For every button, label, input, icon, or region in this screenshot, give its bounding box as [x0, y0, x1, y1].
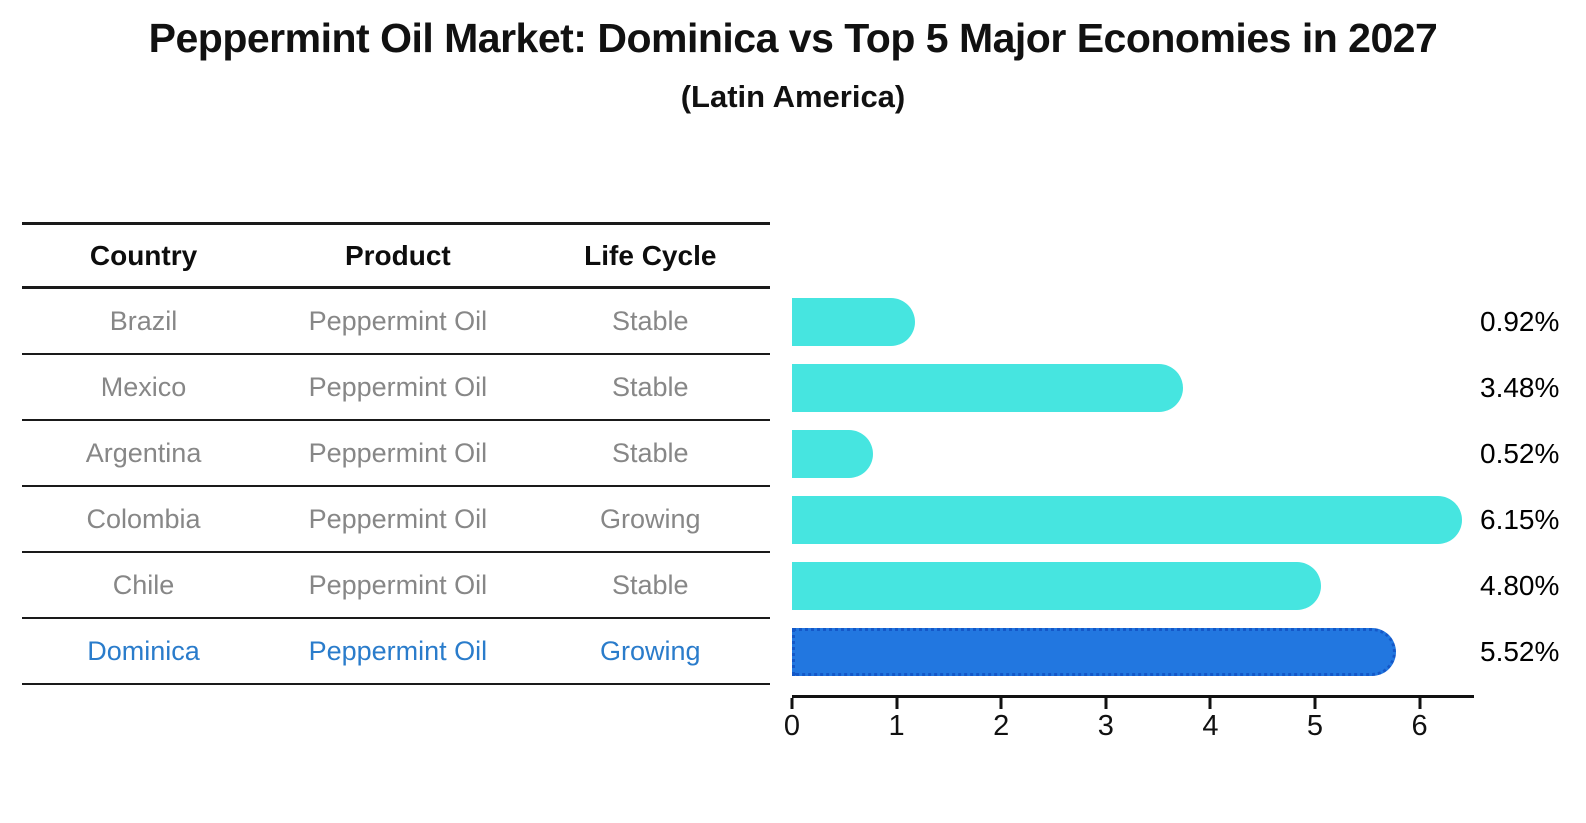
value-label: 5.52%	[1480, 636, 1560, 667]
bar-row: 0.52%	[792, 430, 1586, 478]
tick-mark	[999, 698, 1003, 709]
cell-country: Mexico	[100, 371, 187, 402]
tick-label: 3	[1097, 710, 1114, 742]
bar-row: 6.15%	[792, 496, 1586, 544]
bar-brazil	[792, 298, 916, 346]
table-row: Mexico Peppermint Oil Stable	[22, 355, 770, 421]
cell-product: Peppermint Oil	[308, 305, 488, 336]
cell-life-cycle: Growing	[600, 503, 701, 534]
cell-life-cycle: Stable	[612, 371, 689, 402]
cell-product: Peppermint Oil	[308, 569, 488, 600]
cell-product: Peppermint Oil	[308, 635, 488, 666]
bar-row: 5.52%	[792, 628, 1586, 676]
x-axis-line	[792, 695, 1474, 698]
chart-subtitle: (Latin America)	[680, 79, 906, 114]
tick-label: 0	[783, 710, 801, 742]
bar-dominica-highlighted	[792, 628, 1397, 676]
tick-mark	[1208, 698, 1212, 709]
column-header-country: Country	[89, 239, 198, 271]
cell-product: Peppermint Oil	[308, 437, 488, 468]
table-row-dominica-highlighted: Dominica Peppermint Oil Growing	[22, 619, 770, 685]
cell-life-cycle: Stable	[612, 569, 689, 600]
cell-product: Peppermint Oil	[308, 371, 488, 402]
bar-argentina	[792, 430, 874, 478]
value-label: 4.80%	[1480, 570, 1560, 601]
tick-label: 4	[1202, 710, 1219, 742]
cell-life-cycle: Growing	[600, 635, 701, 666]
column-header-life-cycle: Life Cycle	[584, 239, 717, 271]
value-label: 0.52%	[1480, 438, 1560, 469]
tick-mark	[895, 698, 899, 709]
tick-mark	[1418, 698, 1422, 709]
column-header-product: Product	[344, 239, 451, 271]
tick-label: 1	[888, 710, 905, 742]
value-label: 3.48%	[1480, 372, 1560, 403]
tick-label: 6	[1411, 710, 1428, 742]
bar-row: 4.80%	[792, 562, 1586, 610]
table-header-row: Country Product Life Cycle	[22, 222, 770, 289]
cell-life-cycle: Stable	[612, 305, 689, 336]
cell-country: Brazil	[109, 305, 178, 336]
cell-country: Colombia	[86, 503, 201, 534]
bar-row: 3.48%	[792, 364, 1586, 412]
table-row: Brazil Peppermint Oil Stable	[22, 289, 770, 355]
cell-life-cycle: Stable	[612, 437, 689, 468]
tick-label: 5	[1306, 710, 1324, 742]
cell-country: Dominica	[87, 635, 200, 666]
table-row: Colombia Peppermint Oil Growing	[22, 487, 770, 553]
bar-row: 0.92%	[792, 298, 1586, 346]
cell-country: Chile	[112, 569, 175, 600]
table-row: Argentina Peppermint Oil Stable	[22, 421, 770, 487]
tick-mark	[1104, 698, 1108, 709]
cell-product: Peppermint Oil	[308, 503, 488, 534]
value-label: 0.92%	[1480, 306, 1560, 337]
country-table: Country Product Life Cycle Brazil Pepper…	[22, 222, 770, 685]
bar-plot-area: 0.92% 3.48% 0.52% 6.15% 4.80% 5.52%	[792, 298, 1586, 698]
bar-colombia	[792, 496, 1463, 544]
cell-country: Argentina	[85, 437, 202, 468]
tick-mark	[1313, 698, 1317, 709]
table-row: Chile Peppermint Oil Stable	[22, 553, 770, 619]
tick-label: 2	[993, 710, 1010, 742]
chart-title: Peppermint Oil Market: Dominica vs Top 5…	[148, 15, 1438, 61]
tick-mark	[790, 698, 794, 709]
bar-chile	[792, 562, 1322, 610]
value-label: 6.15%	[1480, 504, 1560, 535]
bar-mexico	[792, 364, 1183, 412]
